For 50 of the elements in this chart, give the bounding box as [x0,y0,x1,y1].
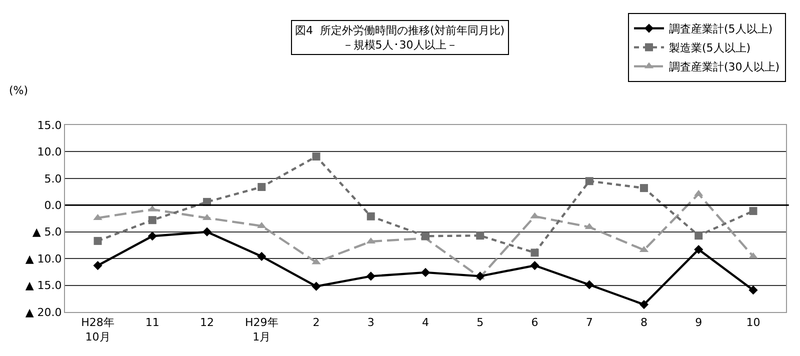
x-tick-label: 10 [746,316,760,330]
x-tick-label: 5 [476,316,484,330]
point [93,260,102,270]
x-tick-label: 9 [695,316,702,330]
y-axis-title: (%) [9,84,28,97]
point [257,252,266,261]
x-tick-label: 3 [367,316,374,330]
y-tick-label: ▲ 20.0 [25,306,62,319]
chart-title: 図4 所定外労働時間の推移(対前年同月比) [295,24,505,37]
x-tick-label: H29年 1月 [245,316,278,344]
point [640,184,648,192]
chart-subtitle: －規模5人･30人以上－ [342,38,458,52]
y-tick-label: ▲ 5.0 [32,226,62,239]
point [312,282,321,291]
point [148,216,156,224]
y-tick-label: 0.0 [44,198,62,212]
point [694,244,704,254]
point [748,286,758,295]
y-tick-label: 15.0 [37,118,62,132]
x-tick-label: 2 [312,316,320,330]
y-tick-label: 10.0 [37,146,62,159]
y-tick-label: ▲ 15.0 [25,279,62,292]
point [584,280,594,290]
x-tick-label: 4 [422,316,429,330]
point [258,182,266,191]
legend-label: 調査産業計(5人以上) [669,22,773,36]
point [585,177,594,186]
x-tick-label: 6 [531,316,538,330]
point [694,232,703,240]
x-tick-label: 11 [145,316,160,330]
point [148,232,157,241]
point [476,232,484,240]
point [749,207,758,216]
y-tick-label: 5.0 [44,172,62,186]
x-tick-label: 12 [200,316,214,330]
legend-label: 製造業(5人以上) [669,42,751,55]
point [420,268,430,278]
point [312,152,320,161]
x-tick-label: H28年 10月 [81,316,114,344]
point [94,236,102,245]
point [366,272,376,281]
point [530,248,539,257]
point [639,300,649,310]
point [366,212,375,220]
x-tick-label: 8 [640,316,648,330]
y-tick-label: ▲ 10.0 [25,252,62,266]
point [202,227,212,236]
legend-label: 調査産業計(30人以上) [669,60,780,74]
x-tick-label: 7 [586,316,593,330]
point [530,260,540,270]
